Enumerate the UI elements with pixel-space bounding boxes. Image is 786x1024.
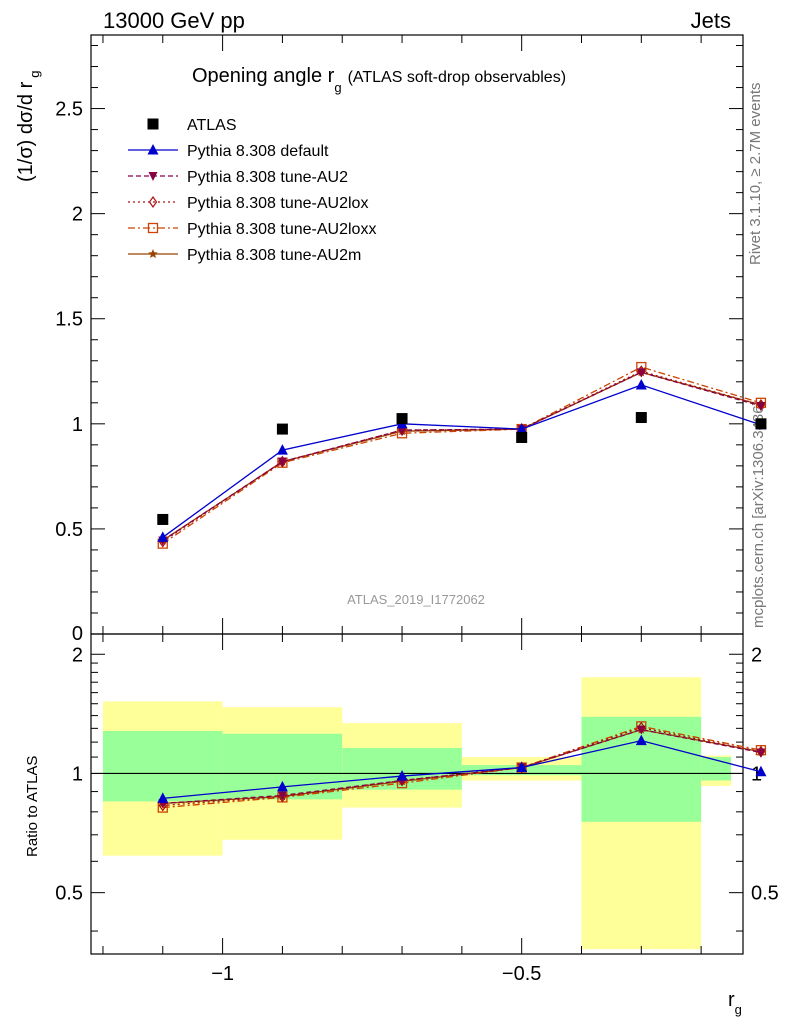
chart-title: Opening angle rg(ATLAS soft-drop observa…	[192, 65, 566, 95]
main-y-zero-label: 0	[72, 623, 83, 645]
series-pythia-8-308-default	[157, 378, 767, 542]
series-line	[162, 740, 762, 800]
series-pythia-8-308-tune-au2	[158, 368, 766, 546]
ratio-band-inner	[701, 757, 732, 781]
main-y-tick-label: 2	[72, 204, 83, 226]
data-point	[277, 791, 287, 801]
series-line	[162, 728, 762, 805]
data-point	[277, 457, 287, 467]
series-pythia-8-308-tune-au2m	[158, 367, 766, 545]
data-point	[636, 725, 646, 735]
series-line	[162, 371, 762, 542]
data-point	[635, 734, 647, 746]
data-point	[148, 195, 158, 209]
data-point	[756, 748, 766, 758]
ratio-y-tick-label-right: 2	[751, 644, 762, 666]
legend-label: Pythia 8.308 tune-AU2	[187, 169, 348, 186]
series-pythia-8-308-tune-au2loxx	[157, 361, 767, 549]
series-line	[162, 366, 762, 545]
ratio-axis-ticks: −1−0.50.50.51122	[55, 634, 779, 985]
data-point	[148, 249, 158, 259]
series-pythia-8-308-tune-au2lox	[158, 365, 766, 548]
main-y-tick-label: 1	[72, 414, 83, 436]
main-axis-ticks: 0.5 1 1.5 2 2.5 0	[55, 35, 743, 645]
series-line	[162, 370, 762, 543]
ratio-y-tick-label-left: 0.5	[55, 883, 83, 905]
legend-label: Pythia 8.308 tune-AU2loxx	[187, 221, 376, 238]
data-point	[756, 401, 766, 411]
legend-label: Pythia 8.308 tune-AU2m	[187, 247, 361, 264]
legend-entry: Pythia 8.308 tune-AU2loxx	[128, 221, 376, 238]
main-series-group	[157, 361, 767, 549]
legend-label: Pythia 8.308 tune-AU2lox	[187, 195, 368, 212]
data-point	[276, 444, 288, 455]
analysis-label: ATLAS_2019_I1772062	[347, 592, 485, 607]
data-point	[147, 118, 159, 130]
header-left: 13000 GeV pp	[103, 8, 245, 33]
ratio-plot-frame	[90, 633, 744, 955]
series-line	[162, 384, 762, 538]
main-y-tick-label: 2.5	[55, 99, 83, 121]
series-pythia-8-308-default	[157, 734, 767, 803]
data-point	[148, 172, 158, 181]
ratio-y-tick-label-right: 0.5	[751, 883, 779, 905]
series-line	[162, 371, 762, 542]
data-point	[147, 144, 159, 155]
data-point	[276, 780, 288, 792]
x-tick-label: −1	[211, 963, 234, 985]
data-point	[396, 770, 408, 781]
ratio-uncertainty-bands	[102, 677, 732, 950]
ratio-y-axis-label: Ratio to ATLAS	[24, 756, 41, 857]
data-point	[516, 423, 528, 434]
ratio-series-group	[157, 721, 767, 813]
x-tick-label: −0.5	[502, 963, 541, 985]
data-point	[635, 378, 647, 390]
header-right: Jets	[691, 8, 731, 33]
legend-entry: Pythia 8.308 default	[128, 143, 329, 160]
data-point	[516, 431, 528, 443]
main-y-tick-label: 1.5	[55, 309, 83, 331]
main-y-axis-label: (1/σ) dσ/d rg	[15, 71, 42, 183]
ratio-band-inner	[102, 731, 223, 802]
data-point	[396, 413, 408, 425]
data-point	[157, 792, 169, 803]
data-point	[147, 222, 159, 234]
legend-label: Pythia 8.308 default	[187, 143, 329, 160]
mcplots-label: mcplots.cern.ch [arXiv:1306.3436]	[750, 401, 767, 628]
data-point	[276, 423, 288, 435]
legend: ATLAS Pythia 8.308 default Pythia 8.308 tu…	[128, 117, 376, 264]
data-point	[157, 513, 169, 525]
data-point	[157, 531, 169, 542]
legend-entry: ATLAS	[147, 117, 237, 134]
series-line	[162, 725, 762, 809]
data-point	[516, 761, 528, 773]
main-y-tick-label: 0.5	[55, 519, 83, 541]
legend-entry: Pythia 8.308 tune-AU2m	[128, 247, 361, 264]
data-point	[755, 765, 767, 777]
ratio-y-tick-label-left: 1	[72, 763, 83, 785]
rivet-label: Rivet 3.1.10, ≥ 2.7M events	[747, 83, 764, 266]
legend-entry: Pythia 8.308 tune-AU2lox	[128, 195, 368, 212]
data-point	[635, 412, 647, 424]
data-point	[397, 426, 407, 436]
legend-entry: Pythia 8.308 tune-AU2	[128, 169, 348, 186]
data-point	[755, 418, 767, 430]
series-atlas	[157, 412, 767, 525]
data-point	[636, 368, 646, 378]
x-axis-label: rg	[728, 989, 742, 1017]
ratio-y-tick-label-left: 2	[72, 644, 83, 666]
legend-label: ATLAS	[187, 117, 237, 134]
